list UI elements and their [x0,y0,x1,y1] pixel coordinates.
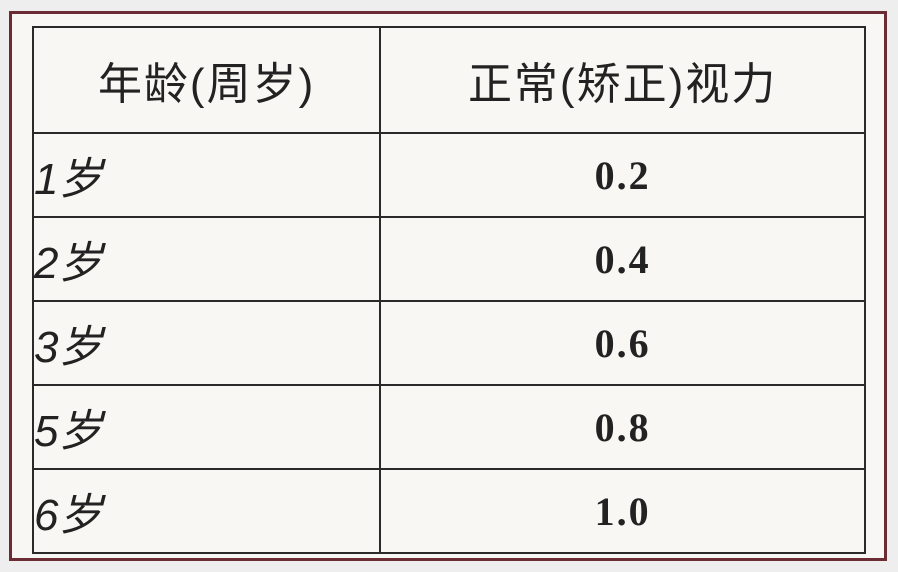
table-row: 3岁 0.6 [33,301,865,385]
cell-value: 0.4 [380,217,865,301]
cell-value: 0.2 [380,133,865,217]
table-row: 2岁 0.4 [33,217,865,301]
cell-value: 1.0 [380,469,865,553]
cell-value: 0.6 [380,301,865,385]
table-row: 5岁 0.8 [33,385,865,469]
table-card: 年龄(周岁) 正常(矫正)视力 1岁 0.2 2岁 0.4 3岁 0.6 5岁 … [9,11,887,561]
cell-age: 1岁 [33,133,380,217]
vision-table: 年龄(周岁) 正常(矫正)视力 1岁 0.2 2岁 0.4 3岁 0.6 5岁 … [32,26,866,554]
header-row: 年龄(周岁) 正常(矫正)视力 [33,27,865,133]
cell-age: 5岁 [33,385,380,469]
cell-age: 3岁 [33,301,380,385]
header-value: 正常(矫正)视力 [380,27,865,133]
cell-age: 2岁 [33,217,380,301]
table-row: 1岁 0.2 [33,133,865,217]
cell-age: 6岁 [33,469,380,553]
cell-value: 0.8 [380,385,865,469]
header-age: 年龄(周岁) [33,27,380,133]
table-row: 6岁 1.0 [33,469,865,553]
